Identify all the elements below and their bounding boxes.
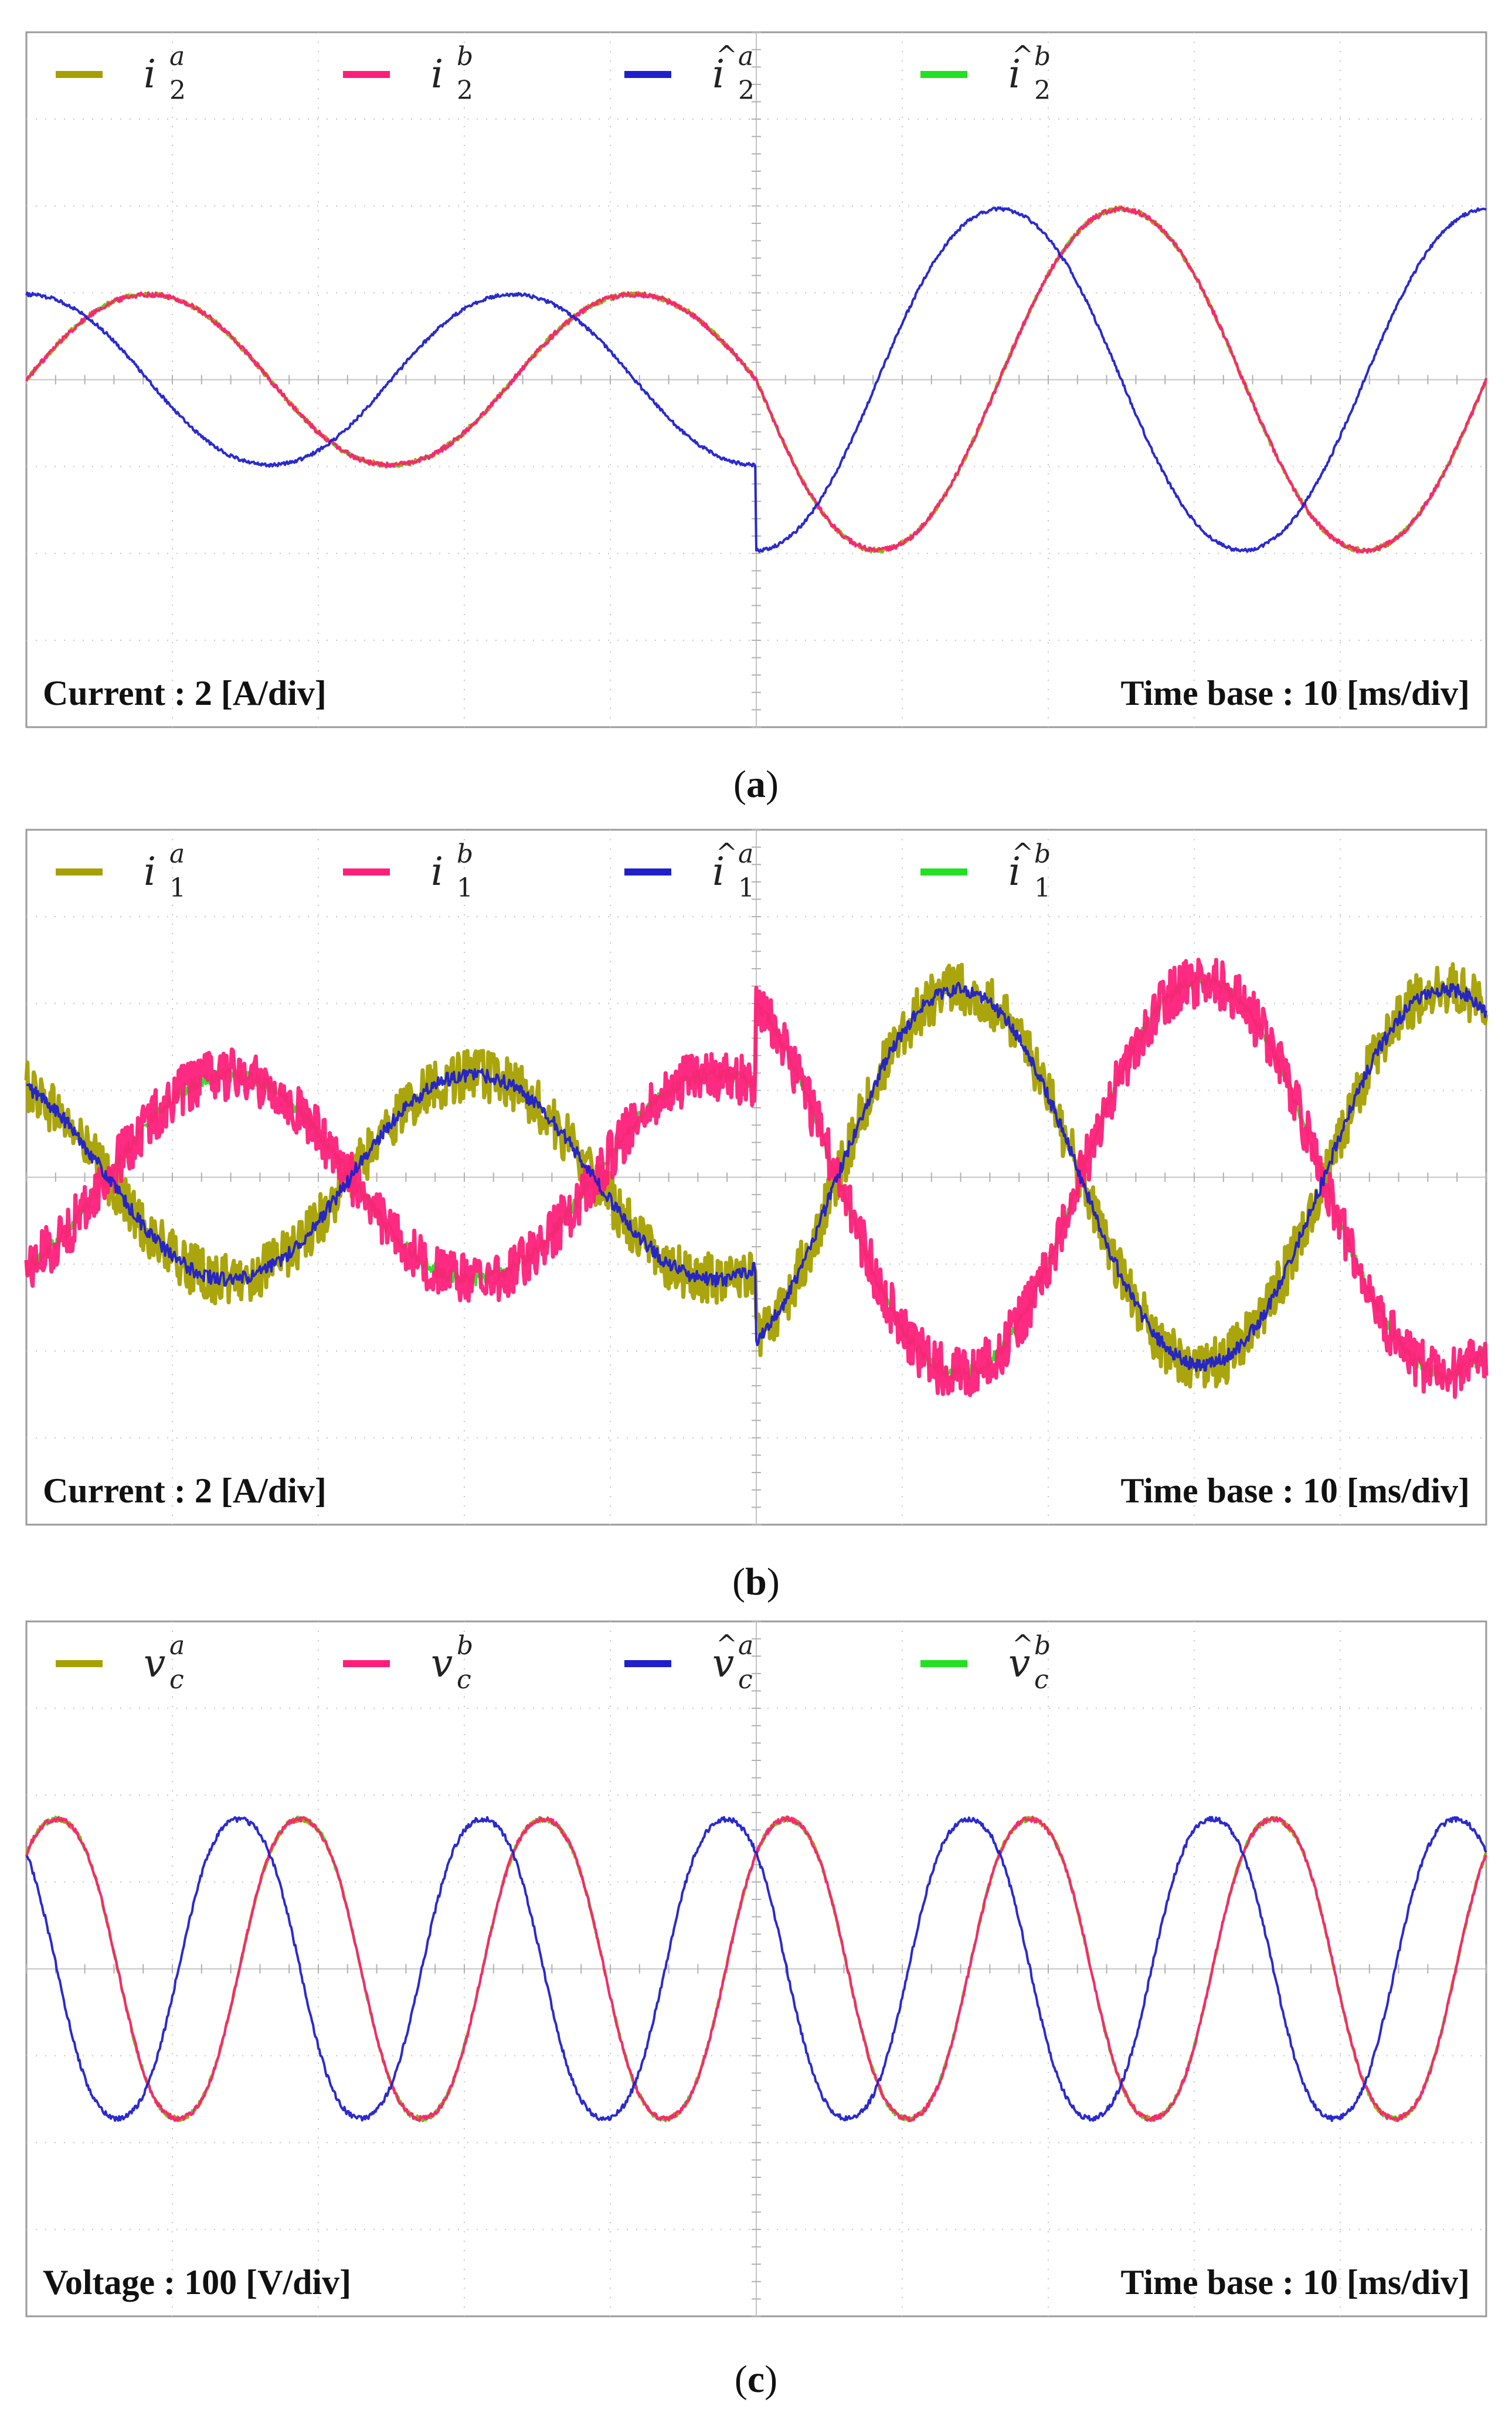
legend-item-v-b: v bc: [343, 1631, 473, 1695]
legend-subscript: c: [738, 1665, 753, 1695]
y-scale-label: Voltage : 100 [V/div]: [43, 2263, 351, 2302]
legend-symbol: i: [144, 849, 156, 894]
legend-subscript: 2: [169, 76, 186, 106]
caption-c: (c): [734, 2358, 778, 2401]
grid: [26, 1621, 1487, 2317]
legend-item-i-a: i a 1: [56, 839, 186, 903]
legend-superscript: a: [738, 839, 753, 869]
legend-subscript: 1: [169, 873, 186, 903]
legend-symbol: i: [712, 849, 725, 894]
caption-a: (a): [733, 763, 779, 806]
legend-hat: ^: [716, 838, 738, 868]
legend-symbol: i: [431, 849, 443, 894]
legend-item-i-b: i b 1: [343, 839, 473, 903]
legend-item-hat-i-a: i^ a 2: [624, 40, 755, 106]
legend-subscript: 2: [1034, 76, 1051, 106]
legend-hat: ^: [1012, 1630, 1034, 1660]
legend-superscript: a: [738, 42, 753, 72]
legend-symbol: i: [1008, 849, 1021, 894]
legend-hat: ^: [1012, 40, 1034, 70]
legend-item-v-a: v ac: [56, 1631, 185, 1695]
legend-superscript: b: [1034, 1631, 1051, 1661]
legend-superscript: b: [1034, 42, 1051, 72]
legend-symbol: i: [1008, 52, 1021, 97]
legend-hat: ^: [716, 40, 738, 70]
legend-item-i-a: i a 2: [56, 42, 186, 106]
legend-symbol: i: [144, 52, 156, 97]
legend-subscript: 1: [457, 873, 473, 903]
legend-subscript: 1: [738, 873, 755, 903]
legend-hat: ^: [716, 1630, 738, 1660]
caption-b: (b): [732, 1560, 780, 1603]
legend-symbol: v: [431, 1641, 453, 1686]
y-scale-label: Current : 2 [A/div]: [43, 674, 327, 712]
waveform-i-2-b: [25, 206, 1487, 554]
legend-subscript: c: [457, 1665, 471, 1695]
legend-hat: ^: [1012, 838, 1034, 868]
waveform-i-hat-1-a: [26, 982, 1487, 1372]
waveform-i-1-b: [24, 958, 1489, 1399]
legend-superscript: b: [457, 1631, 473, 1661]
legend-superscript: b: [457, 42, 473, 72]
legend-symbol: i: [431, 52, 443, 97]
time-base-label: Time base : 10 [ms/div]: [1120, 2263, 1470, 2302]
legend-item-hat-i-b: i^ b 1: [920, 838, 1051, 903]
y-scale-label: Current : 2 [A/div]: [43, 1471, 327, 1510]
legend-subscript: 1: [1034, 873, 1051, 903]
legend-subscript: 2: [738, 76, 755, 106]
legend-symbol: v: [144, 1641, 165, 1686]
legend-item-hat-v-b: v^ bc: [920, 1630, 1051, 1695]
waveform-v-hat-c-a: [25, 1816, 1487, 2122]
legend-superscript: a: [169, 42, 185, 72]
waveform-i-hat-2-a: [25, 206, 1487, 553]
legend-superscript: a: [169, 1631, 185, 1661]
legend-subscript: 2: [457, 76, 473, 106]
legend-symbol: v: [712, 1641, 734, 1686]
legend-item-hat-i-a: i^ a 1: [624, 838, 755, 903]
legend-superscript: b: [457, 839, 473, 869]
legend-item-hat-i-b: i^ b 2: [920, 40, 1051, 106]
legend-item-i-b: i b 2: [343, 42, 473, 106]
legend-subscript: c: [169, 1665, 184, 1695]
legend-superscript: a: [738, 1631, 753, 1661]
legend-symbol: v: [1008, 1641, 1030, 1686]
legend-subscript: c: [1034, 1665, 1049, 1695]
legend-symbol: i: [712, 52, 725, 97]
legend-superscript: a: [169, 839, 185, 869]
legend-superscript: b: [1034, 839, 1051, 869]
time-base-label: Time base : 10 [ms/div]: [1120, 1471, 1470, 1510]
time-base-label: Time base : 10 [ms/div]: [1120, 674, 1470, 712]
legend-item-hat-v-a: v^ ac: [624, 1630, 753, 1695]
